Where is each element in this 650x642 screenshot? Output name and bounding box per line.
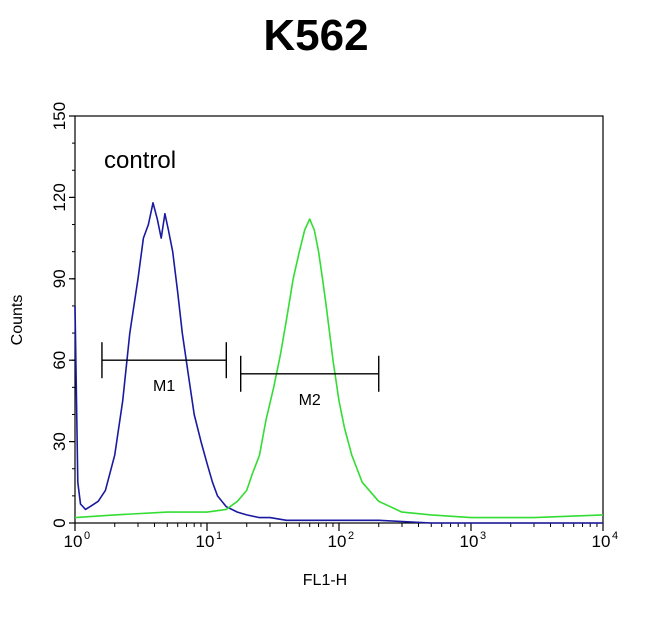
x-tick-exponent: 1	[216, 530, 222, 542]
y-tick-label: 60	[50, 351, 69, 370]
x-tick-label: 10	[64, 532, 83, 551]
x-tick-exponent: 2	[348, 530, 354, 542]
x-tick-exponent: 3	[480, 530, 486, 542]
histogram-series-2	[74, 218, 604, 519]
y-tick-label: 150	[50, 102, 69, 130]
control-annotation: control	[104, 147, 176, 174]
plot-frame	[74, 115, 604, 524]
x-tick-exponent: 4	[612, 530, 618, 542]
y-tick-label: 0	[50, 518, 69, 527]
x-tick-label: 10	[328, 532, 347, 551]
y-tick-label: 30	[50, 432, 69, 451]
gate-layer: M1 M2	[101, 342, 380, 409]
y-axis-label: Counts	[9, 295, 26, 346]
chart-title: K562	[263, 11, 368, 60]
histogram-series-1	[74, 202, 603, 524]
x-axis: 10 0 10 1 10 2 10 3 10 4	[64, 523, 618, 551]
y-axis: 0 30 60 90 120 150	[50, 102, 75, 528]
gate-label: M1	[153, 378, 175, 395]
y-tick-label: 120	[50, 183, 69, 211]
x-axis-label: FL1-H	[303, 572, 347, 589]
x-tick-label: 10	[196, 532, 215, 551]
x-tick-label: 10	[460, 532, 479, 551]
x-tick-exponent: 0	[84, 530, 90, 542]
gate-label: M2	[299, 392, 321, 409]
x-tick-label: 10	[592, 532, 611, 551]
series-layer	[74, 202, 604, 524]
y-tick-label: 90	[50, 269, 69, 288]
gate-m2: M2	[239, 355, 380, 409]
gate-m1: M1	[101, 342, 227, 395]
